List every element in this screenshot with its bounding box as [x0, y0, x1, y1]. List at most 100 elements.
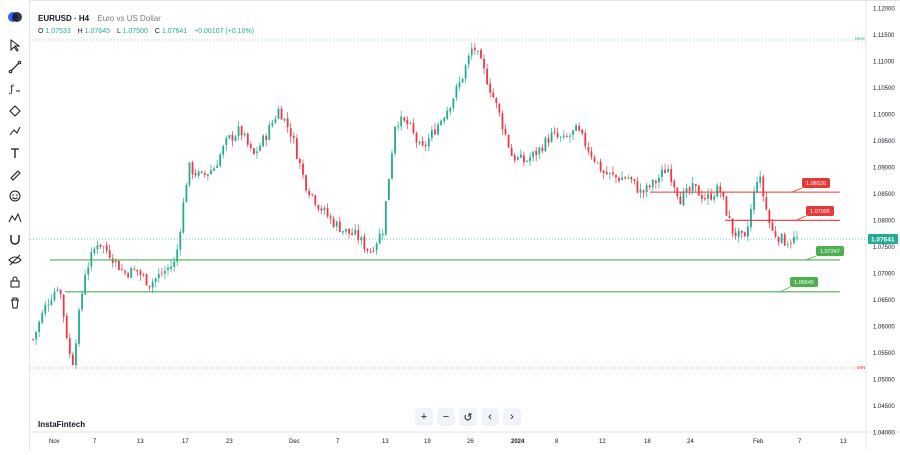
- candle-body: [495, 98, 498, 104]
- candle-body: [480, 49, 482, 59]
- cursor-tool[interactable]: [5, 36, 25, 54]
- candle-body: [375, 243, 378, 251]
- magnet-tool[interactable]: [5, 230, 25, 248]
- candle-body: [713, 196, 716, 200]
- candle-body: [661, 169, 663, 177]
- candle-body: [35, 331, 37, 340]
- candle-body: [133, 268, 136, 270]
- level-tag-resistance[interactable]: [802, 178, 830, 188]
- price-chart[interactable]: 1.12000 1.11500 1.11000 1.10500 1.10000 1.095…: [30, 0, 900, 450]
- fib-tool[interactable]: ƒ: [5, 79, 25, 97]
- reset-button[interactable]: ↺: [459, 408, 477, 426]
- candle-body: [314, 195, 317, 205]
- text-tool[interactable]: [5, 144, 25, 162]
- candle-body: [449, 107, 452, 112]
- scroll-right-button[interactable]: ›: [503, 408, 521, 426]
- candle-body: [151, 281, 154, 288]
- candle-body: [648, 185, 651, 188]
- candle-body: [354, 229, 357, 235]
- candle-body: [388, 178, 390, 201]
- price-axis-label: 1.08000: [873, 219, 895, 225]
- time-axis-label: 13: [840, 439, 847, 445]
- zoom-out-button[interactable]: −: [437, 408, 455, 426]
- candle-body: [747, 226, 749, 237]
- price-axis-label: 1.10500: [873, 86, 895, 92]
- candle-body: [796, 237, 798, 239]
- candle-body: [575, 125, 577, 132]
- zoom-in-button[interactable]: +: [415, 408, 433, 426]
- candle-body: [71, 354, 74, 365]
- price-axis-label: 1.11000: [873, 60, 895, 66]
- level-tag-support[interactable]: [790, 277, 818, 287]
- candle-body: [664, 169, 666, 174]
- price-axis-label: 1.06000: [873, 325, 895, 331]
- candle-body: [615, 174, 617, 178]
- candle-body: [786, 244, 789, 246]
- candle-body: [633, 178, 636, 181]
- symbol-label[interactable]: EURUSD · H4: [38, 14, 90, 23]
- time-axis-label: 8: [555, 439, 559, 445]
- candle-body: [670, 168, 673, 182]
- price-axis-label: 1.10000: [873, 113, 895, 119]
- candle-body: [148, 285, 151, 288]
- candle-body: [470, 48, 473, 56]
- candle-body: [62, 294, 65, 317]
- candle-body: [526, 160, 528, 162]
- candle-body: [707, 193, 709, 199]
- prediction-tool[interactable]: [5, 122, 25, 140]
- level-label: 1.06645: [794, 280, 814, 286]
- candle-body: [326, 208, 329, 217]
- candle-body: [673, 180, 676, 188]
- symbol-header[interactable]: EURUSD · H4 Euro vs US Dollar: [38, 14, 161, 24]
- trend-line-tool[interactable]: [5, 58, 25, 76]
- emoji-tool[interactable]: [5, 187, 25, 205]
- app-logo-icon: [8, 12, 22, 22]
- scroll-left-button[interactable]: ‹: [481, 408, 499, 426]
- candle-body: [341, 231, 344, 233]
- candle-body: [547, 138, 550, 143]
- candle-body: [400, 116, 403, 127]
- level-tag-support[interactable]: [816, 246, 844, 256]
- brand-watermark: InstaFintech: [38, 420, 86, 429]
- lock-tool[interactable]: [5, 273, 25, 291]
- level-connector: [779, 286, 791, 293]
- chart-area[interactable]: 1.12000 1.11500 1.11000 1.10500 1.10000 1.095…: [30, 0, 900, 450]
- candle-body: [111, 258, 114, 263]
- candle-body: [523, 155, 525, 163]
- candle-body: [154, 278, 157, 282]
- trash-tool[interactable]: [5, 294, 25, 312]
- candle-body: [624, 177, 627, 179]
- measure-tool[interactable]: [5, 208, 25, 226]
- candle-body: [719, 186, 722, 193]
- brush-tool[interactable]: [5, 165, 25, 183]
- trend-line-icon: [8, 60, 22, 73]
- candle-body: [348, 228, 350, 234]
- candle-body: [630, 176, 633, 180]
- candle-body: [774, 231, 777, 237]
- candle-body: [596, 162, 599, 164]
- candle-body: [734, 232, 737, 237]
- candle-body: [446, 110, 449, 119]
- candle-body: [78, 310, 80, 344]
- candle-body: [179, 231, 182, 250]
- candle-body: [332, 218, 335, 227]
- candle-body: [467, 55, 470, 65]
- time-axis-label: 2024: [511, 439, 525, 445]
- candle-body: [443, 118, 446, 122]
- candle-body: [651, 179, 654, 188]
- candle-body: [452, 98, 455, 108]
- candle-body: [249, 144, 252, 148]
- candle-body: [768, 210, 771, 224]
- candle-body: [476, 50, 479, 52]
- change-value: +0.00107 (+0.10%): [194, 28, 255, 35]
- level-tag-resistance[interactable]: [806, 206, 834, 216]
- candle-body: [483, 58, 485, 69]
- candle-body: [565, 136, 568, 137]
- candle-body: [553, 132, 556, 134]
- candle-body: [409, 122, 412, 124]
- candle-body: [658, 177, 660, 183]
- pattern-tool[interactable]: [5, 101, 25, 119]
- candle-body: [160, 273, 163, 274]
- hide-tool[interactable]: [5, 251, 25, 269]
- candle-body: [605, 171, 608, 175]
